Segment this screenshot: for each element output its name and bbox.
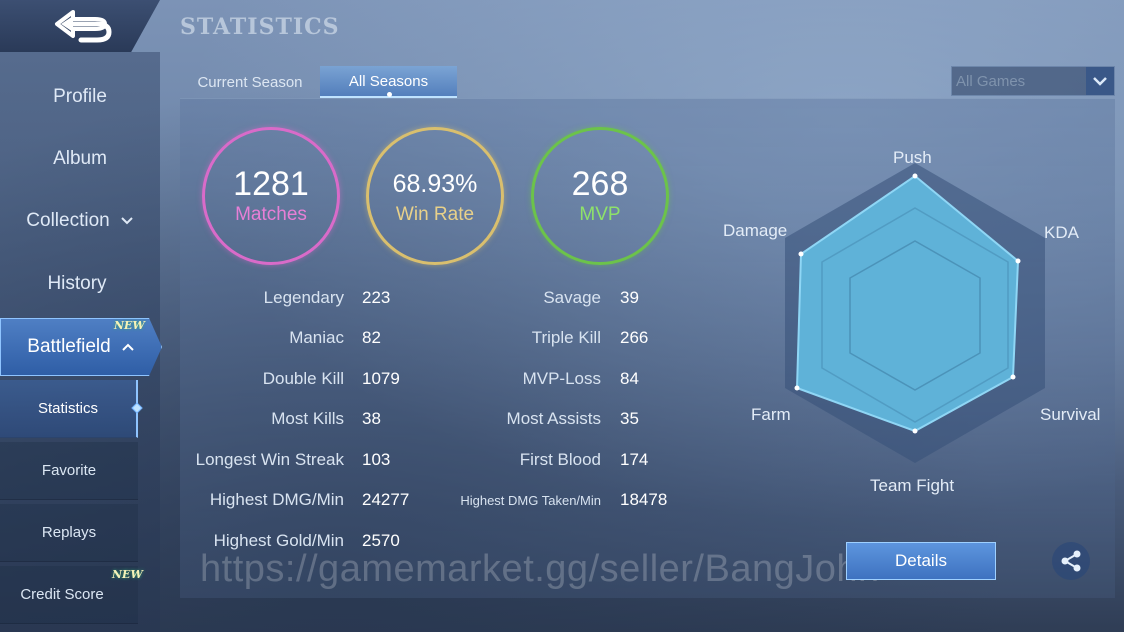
stat-value: 18478 (620, 490, 668, 509)
mvp-label: MVP (579, 204, 621, 225)
stat-label: Most Assists (506, 409, 601, 428)
stat-label: Highest DMG Taken/Min (460, 493, 601, 508)
radar-point (912, 173, 918, 179)
back-arrow-icon (55, 10, 112, 43)
win-rate-label: Win Rate (395, 204, 475, 225)
sidebar-item-history[interactable]: History (0, 260, 160, 308)
radar-label-survival: Survival (1040, 405, 1101, 424)
radar-point (794, 385, 800, 391)
share-icon (1061, 550, 1081, 572)
tab-active-dot (386, 92, 392, 97)
sidebar-item-label: Collection (26, 210, 110, 231)
stat-label: Maniac (289, 328, 344, 347)
stat-value: 103 (362, 450, 391, 469)
radar-chart (785, 163, 1045, 463)
sidebar-item-collection[interactable]: Collection (0, 197, 160, 245)
radar-point (1010, 374, 1016, 380)
tab-current-season[interactable]: Current Season (180, 66, 320, 98)
stat-label: First Blood (519, 450, 601, 469)
chevron-down-icon (1086, 67, 1114, 95)
sidebar-subitem-favorite[interactable]: Favorite (0, 442, 138, 500)
new-badge: NEW (114, 319, 145, 332)
stat-value: 2570 (362, 531, 400, 550)
win-rate-ring: 68.93% Win Rate (366, 127, 504, 265)
chevron-up-icon (122, 343, 134, 351)
stat-value: 1079 (362, 369, 400, 388)
stat-label: Most Kills (271, 409, 344, 428)
radar-label-team-fight: Team Fight (870, 476, 955, 495)
sidebar-subitem-label: Replays (41, 524, 97, 541)
win-rate-value: 68.93% (392, 170, 478, 198)
stat-value: 39 (620, 288, 639, 307)
sidebar-subitem-credit-score[interactable]: Credit Score (0, 566, 138, 624)
stat-label: Longest Win Streak (195, 450, 344, 469)
stat-label: MVP-Loss (522, 369, 601, 388)
sidebar-subitem-replays[interactable]: Replays (0, 504, 138, 562)
sidebar-item-label: Battlefield (27, 336, 111, 357)
mvp-value: 268 (571, 165, 629, 203)
stat-value: 174 (620, 450, 649, 469)
sidebar-item-battlefield[interactable]: Battlefield (0, 318, 162, 376)
stat-value: 38 (362, 409, 381, 428)
stat-value: 24277 (362, 490, 410, 509)
radar-grid-mid (821, 207, 1009, 423)
stat-label: Legendary (263, 288, 344, 307)
stat-label: Highest DMG/Min (209, 490, 344, 509)
stat-value: 82 (362, 328, 381, 347)
sidebar-item-label: History (47, 273, 107, 294)
stat-label: Double Kill (262, 369, 344, 388)
details-button[interactable]: Details (846, 542, 996, 580)
radar-point (798, 251, 804, 257)
radar-point (912, 428, 918, 434)
page-title: STATISTICS (180, 14, 340, 40)
sidebar-item-profile[interactable]: Profile (0, 73, 160, 121)
sidebar-item-label: Album (53, 148, 107, 169)
matches-ring: 1281 Matches (202, 127, 340, 265)
radar-label-damage: Damage (723, 221, 788, 240)
back-button[interactable] (48, 6, 120, 46)
sidebar-subitem-label: Credit Score (20, 586, 104, 603)
tab-label: All Seasons (348, 72, 429, 90)
sidebar-subitem-label: Favorite (41, 462, 97, 479)
select-value: All Games (956, 72, 1026, 90)
matches-label: Matches (235, 204, 307, 225)
radar-label-kda: KDA (1044, 223, 1079, 242)
tab-label: Current Season (197, 73, 303, 91)
sidebar-item-album[interactable]: Album (0, 135, 160, 183)
stat-value: 84 (620, 369, 639, 388)
radar-point (1015, 258, 1021, 264)
stat-label: Triple Kill (531, 328, 601, 347)
chevron-down-icon (121, 217, 133, 225)
game-mode-select[interactable]: All Games (951, 66, 1115, 96)
mvp-ring: 268 MVP (531, 127, 669, 265)
stat-label: Highest Gold/Min (213, 531, 344, 550)
sidebar-item-label: Profile (53, 86, 107, 107)
stat-value: 223 (362, 288, 391, 307)
tab-all-seasons[interactable]: All Seasons (320, 66, 457, 98)
stat-value: 266 (620, 328, 649, 347)
radar-grid-inner (849, 240, 981, 391)
stat-label: Savage (543, 288, 601, 307)
sidebar-subitem-label: Statistics (37, 400, 98, 417)
watermark-text: https://gamemarket.gg/seller/BangJohn (200, 548, 880, 590)
sidebar-subitem-statistics[interactable]: Statistics (0, 380, 143, 438)
radar-label-farm: Farm (751, 405, 791, 424)
radar-label-push: Push (893, 148, 932, 167)
stat-value: 35 (620, 409, 639, 428)
details-button-label: Details (895, 551, 947, 570)
new-badge: NEW (112, 568, 143, 581)
matches-value: 1281 (233, 165, 309, 203)
share-button[interactable] (1052, 542, 1090, 580)
